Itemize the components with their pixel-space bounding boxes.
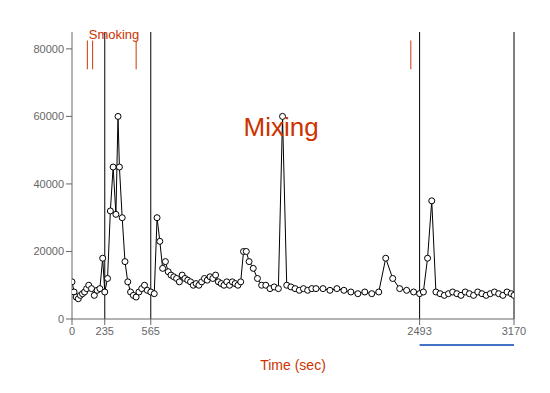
svg-text:Mixing: Mixing [244,112,319,142]
svg-text:235: 235 [96,325,114,337]
svg-text:0: 0 [58,313,64,325]
svg-text:3170: 3170 [502,325,526,337]
svg-text:565: 565 [142,325,160,337]
svg-text:60000: 60000 [33,110,64,122]
svg-text:80000: 80000 [33,43,64,55]
svg-text:20000: 20000 [33,245,64,257]
svg-text:Time (sec): Time (sec) [260,357,326,373]
svg-text:40000: 40000 [33,178,64,190]
svg-text:2493: 2493 [407,325,431,337]
svg-text:Smoking: Smoking [89,27,140,42]
svg-text:0: 0 [69,325,75,337]
